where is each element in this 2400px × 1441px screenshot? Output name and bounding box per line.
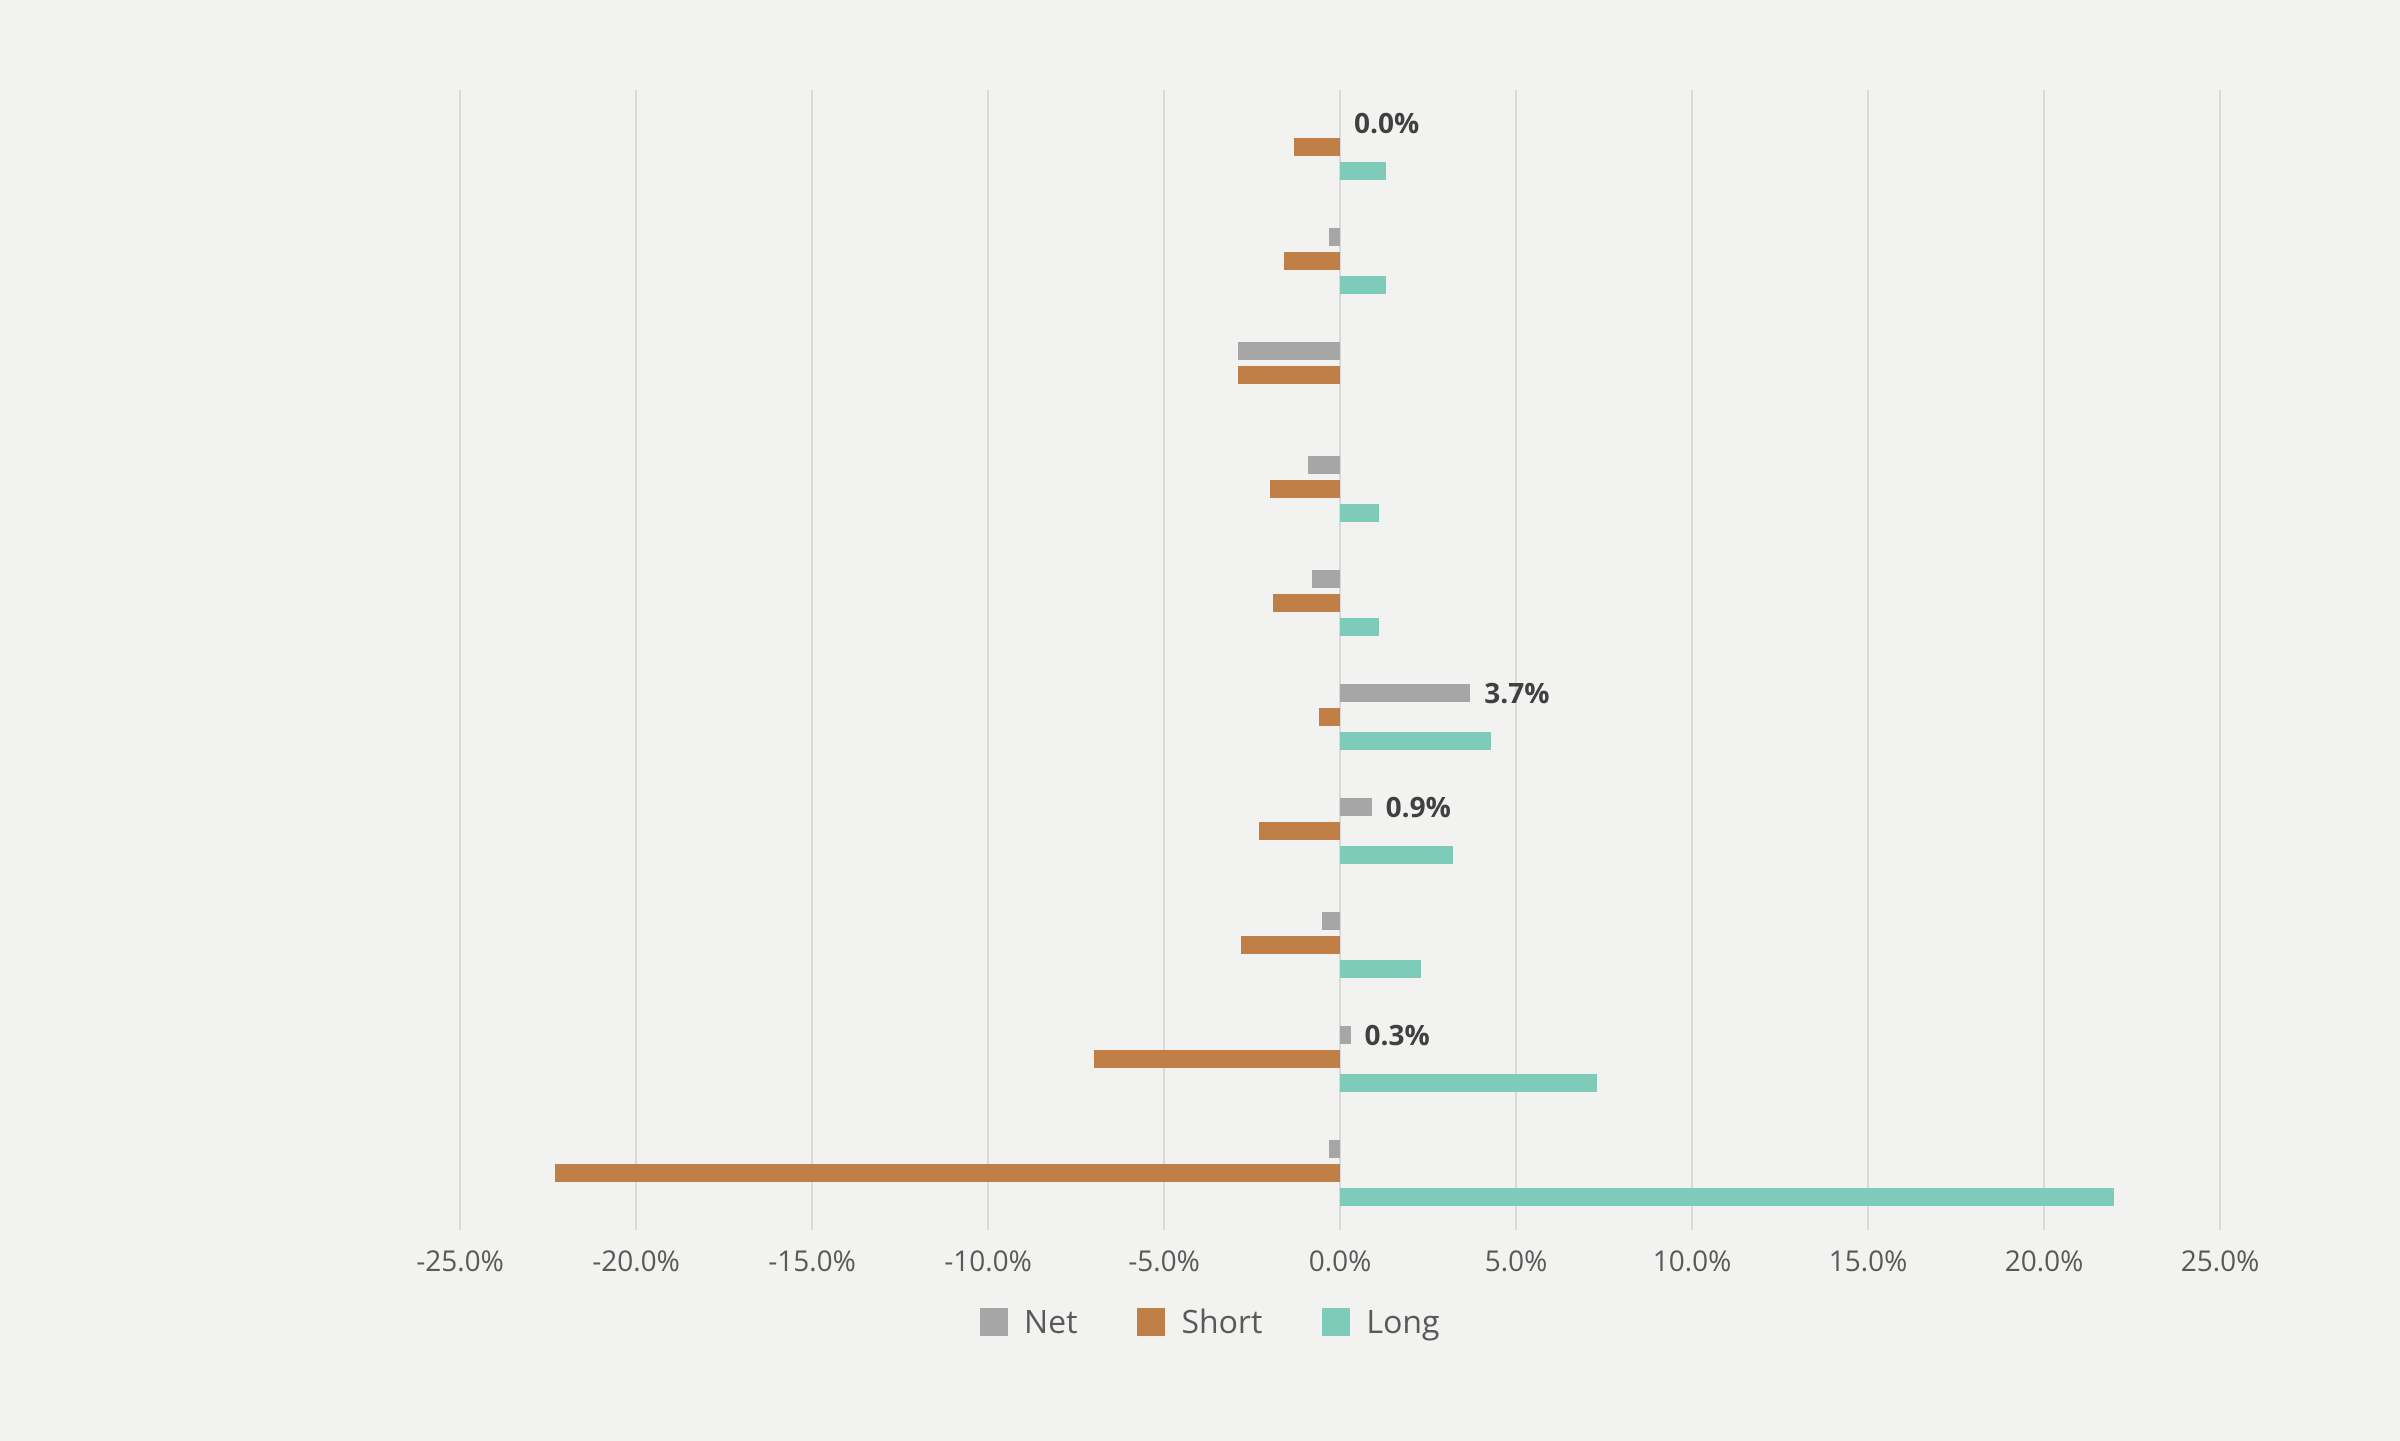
legend-label: Short [1181,1300,1262,1343]
x-tick-label: 15.0% [1829,1242,1908,1280]
short-bar [1284,252,1340,270]
net-value-label: 0.3% [1365,1016,1430,1054]
long-bar [1340,276,1386,294]
x-tick-label: -5.0% [1128,1242,1200,1280]
short-bar [1094,1050,1340,1068]
long-bar [1340,1074,1597,1092]
net-value-label: 3.7% [1484,674,1549,712]
long-bar [1340,504,1379,522]
short-bar [1259,822,1340,840]
long-bar [1340,618,1379,636]
legend-swatch [980,1308,1008,1336]
legend-label: Long [1366,1300,1439,1343]
net-value-label: 0.9% [1386,788,1451,826]
net-bar [1308,456,1340,474]
gridline [1691,90,1693,1230]
net-value-label: 0.0% [1354,104,1419,142]
net-bar [1312,570,1340,588]
gridline [459,90,461,1230]
x-tick-label: 20.0% [2005,1242,2084,1280]
long-bar [1340,1188,2114,1206]
gridline [635,90,637,1230]
net-bar [1238,342,1340,360]
short-bar [1238,366,1340,384]
gridline [987,90,989,1230]
gridline [1867,90,1869,1230]
x-tick-label: -10.0% [944,1242,1032,1280]
short-bar [1273,594,1340,612]
gridline [2043,90,2045,1230]
short-bar [1294,138,1340,156]
short-bar [1241,936,1340,954]
short-bar [1319,708,1340,726]
long-bar [1340,162,1386,180]
legend-item-short: Short [1137,1300,1262,1343]
net-bar [1340,1026,1351,1044]
legend: Net Short Long [980,1300,1439,1343]
x-tick-label: 10.0% [1653,1242,1732,1280]
short-bar [1270,480,1340,498]
gridline [811,90,813,1230]
net-bar [1329,228,1340,246]
legend-swatch [1322,1308,1350,1336]
x-tick-label: -25.0% [416,1242,504,1280]
net-bar [1340,798,1372,816]
gridline [1515,90,1517,1230]
legend-item-long: Long [1322,1300,1439,1343]
long-bar [1340,846,1453,864]
net-bar [1322,912,1340,930]
x-tick-label: -20.0% [592,1242,680,1280]
long-bar [1340,732,1491,750]
net-bar [1329,1140,1340,1158]
legend-label: Net [1024,1300,1077,1343]
x-tick-label: 25.0% [2181,1242,2260,1280]
long-bar [1340,960,1421,978]
gridline [2219,90,2221,1230]
legend-swatch [1137,1308,1165,1336]
short-bar [555,1164,1340,1182]
x-tick-label: -15.0% [768,1242,856,1280]
net-bar [1340,684,1470,702]
x-tick-label: 0.0% [1309,1242,1372,1280]
x-tick-label: 5.0% [1485,1242,1548,1280]
legend-item-net: Net [980,1300,1077,1343]
